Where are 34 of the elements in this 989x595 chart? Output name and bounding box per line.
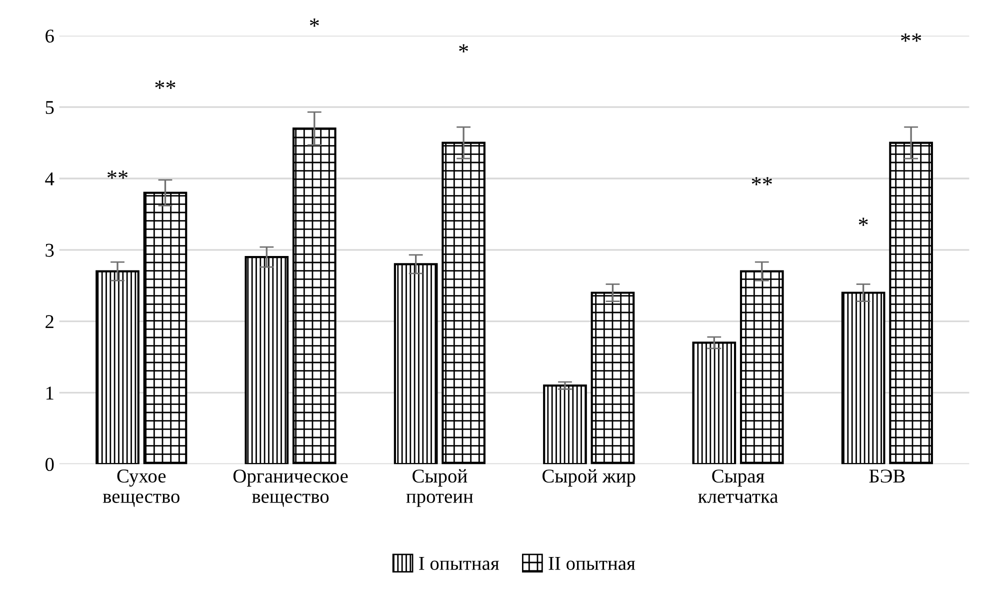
x-tick-label: Органическое вещество [233,470,348,507]
y-tick-label: 3 [46,244,54,257]
x-tick-label: Сырой протеин [406,469,474,507]
y-tick-label: 5 [46,101,54,114]
x-tick-label: Сырой жир [542,469,636,487]
x-tick-label: БЭВ [869,470,905,483]
legend-label: I опытная [419,557,500,570]
annotation: ** [752,177,772,186]
annotation: * [459,44,468,52]
y-tick-label: 4 [45,172,54,186]
y-tick-label: 0 [46,458,54,472]
bar [442,142,486,464]
bar [889,142,933,464]
bar [292,127,336,464]
y-tick-label: 1 [46,386,54,400]
annotation: ** [901,34,922,42]
bar [394,263,438,464]
bar [590,292,635,464]
legend-label: II опытная [548,557,636,570]
x-tick-label: Сухое вещество [102,470,180,507]
text: * [310,18,319,27]
bar [841,292,886,464]
bar [244,256,289,464]
annotation: ** [107,170,128,179]
annotation: ** [155,80,176,89]
bar [543,384,587,464]
x-tick-label: Сырая клетчатка [698,470,778,503]
annotation: * [858,218,868,226]
bar [96,270,140,464]
y-tick-label: 6 [46,30,54,43]
bar [740,270,784,464]
y-tick-label: 2 [46,315,54,328]
bar [143,192,188,464]
bar [692,342,736,464]
